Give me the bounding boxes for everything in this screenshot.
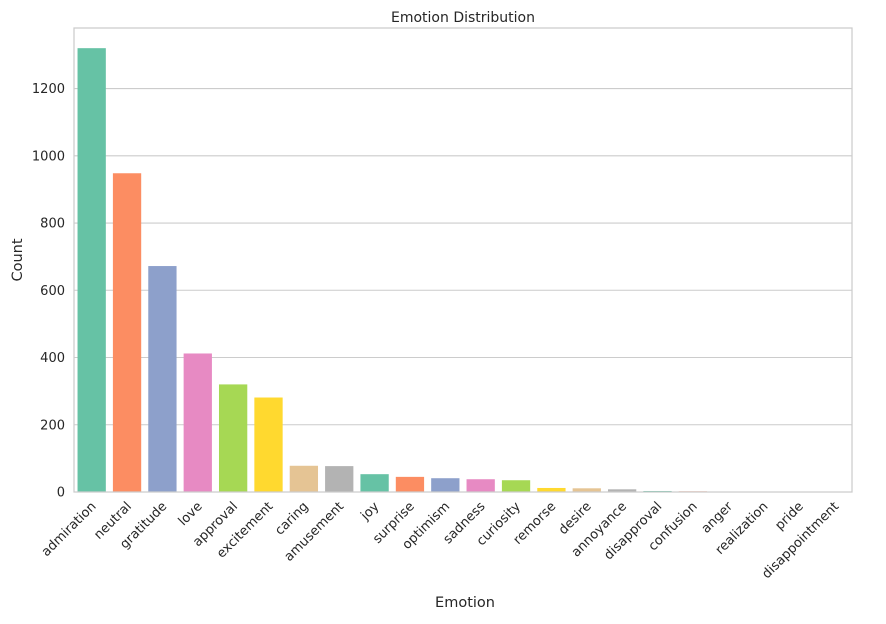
x-axis-label: Emotion [435, 595, 495, 611]
y-tick-label: 0 [57, 486, 65, 501]
y-tick-label: 1000 [32, 149, 65, 164]
bar-optimism [431, 478, 459, 492]
y-tick-label: 1200 [32, 82, 65, 97]
bar-neutral [113, 173, 141, 492]
x-tick-label-admiration: admiration [39, 499, 100, 560]
bar-love [184, 353, 212, 492]
bar-sadness [467, 479, 495, 492]
bar-amusement [325, 466, 353, 492]
bar-gratitude [148, 266, 176, 492]
y-tick-label: 200 [40, 418, 65, 433]
y-axis-label: Count [10, 238, 26, 281]
bar-joy [360, 474, 388, 492]
chart-title: Emotion Distribution [391, 10, 535, 26]
x-tick-label-love: love [176, 499, 206, 529]
x-tick-label-joy: joy [357, 499, 382, 524]
bar-approval [219, 384, 247, 492]
y-tick-label: 600 [40, 284, 65, 299]
y-tick-labels: 0 200 400 600 800 1000 1200 [32, 82, 65, 500]
bar-admiration [78, 48, 106, 492]
bar-excitement [254, 398, 282, 492]
bar-curiosity [502, 480, 530, 492]
y-tick-label: 400 [40, 351, 65, 366]
y-tick-label: 800 [40, 217, 65, 232]
bar-surprise [396, 477, 424, 492]
bar-caring [290, 466, 318, 492]
